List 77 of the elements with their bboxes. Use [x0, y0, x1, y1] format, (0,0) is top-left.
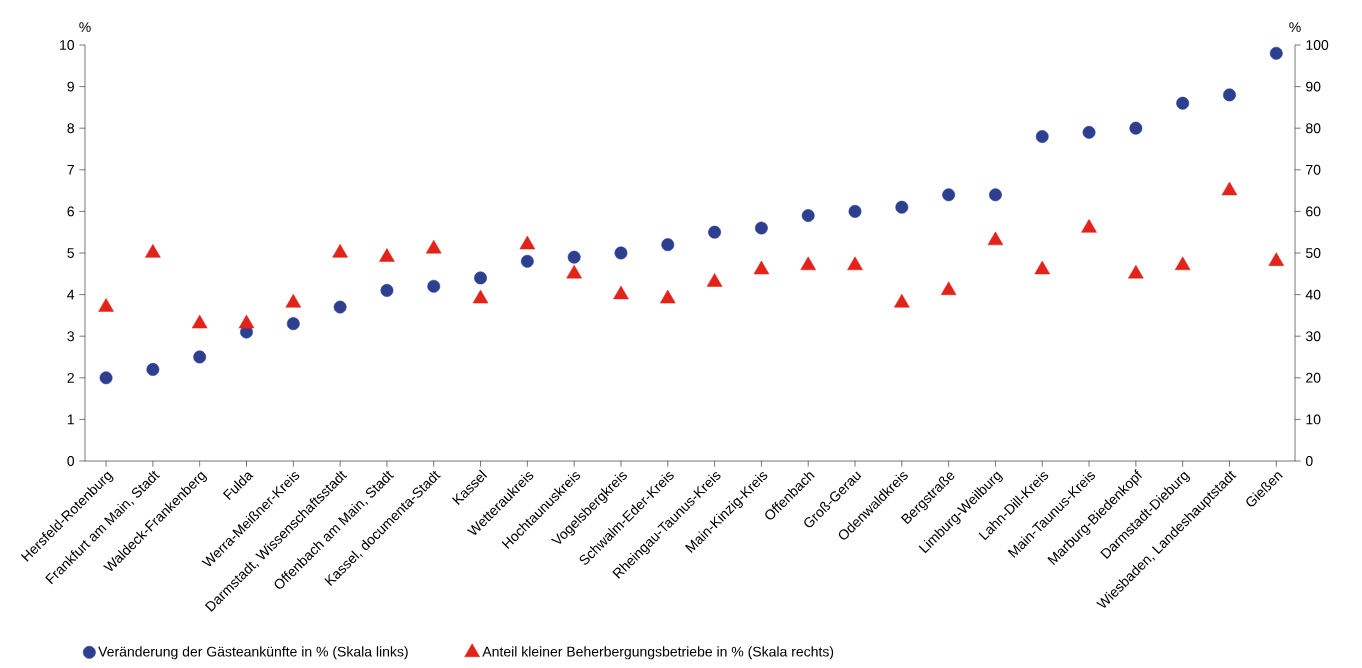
- point: [989, 188, 1002, 202]
- point: [940, 281, 957, 296]
- point: [1174, 256, 1191, 271]
- point: [1081, 219, 1097, 233]
- y-tick-label: 7: [67, 165, 74, 175]
- point: [754, 221, 768, 235]
- point: [1035, 130, 1049, 143]
- point: [98, 298, 114, 312]
- point: [661, 238, 675, 252]
- point: [427, 279, 441, 293]
- y2-tick-label: 90: [1306, 81, 1321, 92]
- y-tick-label: 5: [67, 248, 75, 258]
- point: [660, 289, 676, 304]
- point: [99, 371, 113, 385]
- legend-label: Anteil kleiner Beherbergungsbetriebe in % (Skala rechts): [482, 646, 834, 660]
- point: [987, 231, 1004, 246]
- point: [1223, 88, 1236, 102]
- y-tick-label: 10: [60, 40, 75, 50]
- point: [332, 244, 348, 258]
- y-tick-label: 6: [67, 206, 74, 217]
- y-axis-title: %: [79, 22, 91, 32]
- point: [193, 350, 207, 364]
- point: [614, 246, 628, 260]
- point: [1269, 46, 1283, 60]
- y2-tick-label: 60: [1306, 206, 1321, 217]
- point: [425, 239, 442, 254]
- point: [708, 225, 721, 239]
- point: [942, 188, 956, 202]
- point: [238, 314, 255, 329]
- y2-tick-label: 20: [1306, 372, 1321, 383]
- y-tick-label: 3: [67, 331, 74, 342]
- point: [566, 264, 582, 279]
- point: [285, 293, 302, 308]
- point: [333, 300, 347, 314]
- point: [1129, 121, 1143, 135]
- point: [519, 235, 536, 250]
- y-tick-label: 9: [67, 81, 74, 92]
- y2-tick-label: 40: [1305, 289, 1321, 300]
- point: [1268, 252, 1285, 266]
- point: [1128, 264, 1144, 279]
- point: [706, 273, 723, 287]
- point: [520, 254, 534, 268]
- y2-tick-label: 50: [1305, 248, 1321, 258]
- point: [191, 314, 208, 329]
- y2-tick-label: 10: [1306, 414, 1321, 425]
- point: [613, 285, 629, 300]
- y-tick-label: 0: [67, 456, 75, 466]
- point: [379, 248, 395, 262]
- point: [894, 293, 910, 308]
- y-tick-label: 1: [67, 414, 74, 425]
- point: [286, 317, 300, 331]
- point: [895, 200, 909, 214]
- y2-axis-title: %: [1289, 22, 1301, 32]
- point: [848, 205, 862, 218]
- y-tick-label: 2: [67, 372, 74, 383]
- point: [567, 250, 581, 264]
- y2-tick-label: 100: [1306, 40, 1329, 50]
- point: [474, 271, 487, 285]
- point: [1176, 96, 1190, 110]
- point: [1221, 181, 1238, 196]
- legend-label: Veränderung der Gästeankünfte in % (Skala links): [98, 646, 408, 660]
- y2-tick-label: 70: [1306, 164, 1321, 175]
- point: [1034, 260, 1051, 275]
- point: [472, 289, 489, 304]
- point: [801, 209, 815, 222]
- point: [380, 284, 394, 297]
- y2-tick-label: 30: [1305, 331, 1321, 342]
- point: [847, 256, 863, 271]
- point: [753, 260, 770, 275]
- point: [1082, 125, 1096, 139]
- y-tick-label: 8: [67, 123, 74, 134]
- point: [145, 244, 161, 258]
- y2-tick-label: 80: [1306, 123, 1321, 134]
- y2-tick-label: 0: [1305, 456, 1313, 466]
- point: [146, 363, 160, 376]
- point: [800, 256, 816, 271]
- y-tick-label: 4: [67, 289, 75, 300]
